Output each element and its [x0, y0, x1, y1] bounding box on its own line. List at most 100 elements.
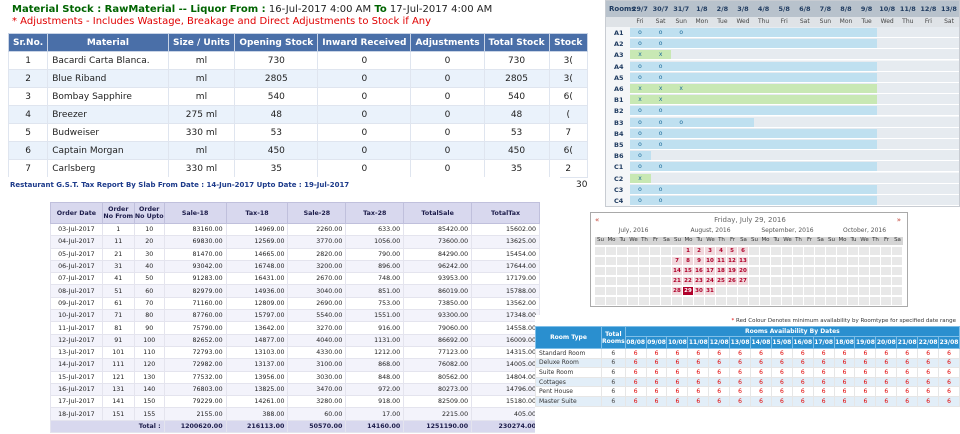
- room-status-cell[interactable]: o: [638, 107, 642, 115]
- room-status-cell[interactable]: o: [638, 40, 642, 48]
- calendar-day[interactable]: [749, 277, 759, 285]
- calendar-day[interactable]: [782, 287, 792, 295]
- room-status-cell[interactable]: o: [679, 29, 684, 36]
- calendar-day[interactable]: [661, 277, 671, 285]
- calendar-day[interactable]: [848, 247, 858, 255]
- calendar-day[interactable]: [606, 297, 616, 305]
- calendar-day[interactable]: [881, 277, 891, 285]
- available-day[interactable]: 19: [727, 267, 737, 275]
- available-day[interactable]: 22: [683, 277, 693, 285]
- room-status-cell[interactable]: o: [658, 197, 663, 204]
- available-day[interactable]: 11: [716, 257, 726, 265]
- calendar-day[interactable]: [771, 287, 781, 295]
- calendar-day[interactable]: [892, 277, 902, 285]
- room-status-cell[interactable]: o: [638, 152, 642, 160]
- calendar-day[interactable]: [859, 247, 869, 255]
- calendar-day[interactable]: [595, 287, 605, 295]
- calendar-day[interactable]: [859, 257, 869, 265]
- calendar-day[interactable]: [837, 257, 847, 265]
- calendar-day[interactable]: [782, 247, 792, 255]
- room-status-cell[interactable]: x: [658, 85, 663, 92]
- calendar-day[interactable]: [837, 287, 847, 295]
- room-status-cell[interactable]: o: [638, 197, 642, 204]
- calendar-day[interactable]: [617, 257, 627, 265]
- calendar-day[interactable]: [771, 277, 781, 285]
- calendar-day[interactable]: [738, 287, 748, 295]
- room-status-cell[interactable]: x: [679, 85, 683, 92]
- available-day[interactable]: 2: [694, 247, 704, 255]
- calendar-day[interactable]: [628, 287, 638, 295]
- calendar-day[interactable]: [793, 277, 803, 285]
- calendar-day[interactable]: [859, 277, 869, 285]
- calendar-day[interactable]: [804, 297, 814, 305]
- available-day[interactable]: 28: [672, 287, 682, 295]
- calendar-day[interactable]: [848, 297, 858, 305]
- calendar-day[interactable]: [804, 247, 814, 255]
- calendar-day[interactable]: [815, 277, 825, 285]
- room-status-cell[interactable]: o: [658, 118, 663, 126]
- calendar-day[interactable]: [617, 247, 627, 255]
- room-status-cell[interactable]: x: [658, 96, 663, 104]
- calendar-day[interactable]: [804, 257, 814, 265]
- calendar-day[interactable]: [782, 277, 792, 285]
- calendar-day[interactable]: [672, 297, 682, 305]
- calendar-day[interactable]: [628, 247, 638, 255]
- available-day[interactable]: 7: [672, 257, 682, 265]
- calendar-day[interactable]: [793, 267, 803, 275]
- calendar-day[interactable]: [606, 257, 616, 265]
- available-day[interactable]: 24: [705, 277, 715, 285]
- calendar-day[interactable]: [650, 247, 660, 255]
- available-day[interactable]: 17: [705, 267, 715, 275]
- available-day[interactable]: 30: [694, 287, 704, 295]
- room-status-cell[interactable]: o: [658, 40, 663, 48]
- calendar-day[interactable]: [892, 267, 902, 275]
- room-status-cell[interactable]: x: [658, 51, 663, 59]
- calendar-day[interactable]: [815, 297, 825, 305]
- calendar-day[interactable]: [595, 267, 605, 275]
- calendar-day[interactable]: [881, 247, 891, 255]
- calendar-day[interactable]: [595, 297, 605, 305]
- calendar-day[interactable]: [870, 297, 880, 305]
- calendar-day[interactable]: [727, 287, 737, 295]
- calendar-day[interactable]: [650, 297, 660, 305]
- room-status-cell[interactable]: o: [638, 163, 642, 171]
- calendar-day[interactable]: [815, 247, 825, 255]
- available-day[interactable]: 1: [683, 247, 693, 255]
- calendar-day[interactable]: [826, 277, 836, 285]
- calendar-day[interactable]: [650, 277, 660, 285]
- calendar-day[interactable]: [661, 257, 671, 265]
- calendar-day[interactable]: [771, 257, 781, 265]
- calendar-day[interactable]: [815, 267, 825, 275]
- available-day[interactable]: 18: [716, 267, 726, 275]
- calendar-day[interactable]: [826, 267, 836, 275]
- calendar-day[interactable]: [859, 267, 869, 275]
- calendar-day[interactable]: [749, 297, 759, 305]
- available-day[interactable]: 16: [694, 267, 704, 275]
- room-status-cell[interactable]: o: [658, 107, 663, 115]
- calendar-day[interactable]: [639, 267, 649, 275]
- calendar-day[interactable]: [837, 277, 847, 285]
- room-status-cell[interactable]: o: [638, 129, 642, 137]
- calendar-day[interactable]: [804, 287, 814, 295]
- calendar-day[interactable]: [606, 247, 616, 255]
- room-status-cell[interactable]: o: [658, 29, 663, 36]
- room-status-cell[interactable]: o: [638, 73, 642, 81]
- calendar-day[interactable]: [639, 287, 649, 295]
- calendar-day[interactable]: [870, 277, 880, 285]
- available-day[interactable]: 6: [738, 247, 748, 255]
- calendar-day[interactable]: [661, 297, 671, 305]
- selected-day[interactable]: 29: [683, 287, 693, 295]
- calendar-day[interactable]: [595, 277, 605, 285]
- room-status-cell[interactable]: o: [638, 141, 642, 148]
- available-day[interactable]: 20: [738, 267, 748, 275]
- available-day[interactable]: 5: [727, 247, 737, 255]
- available-day[interactable]: 27: [738, 277, 748, 285]
- calendar-day[interactable]: [771, 267, 781, 275]
- calendar-day[interactable]: [815, 257, 825, 265]
- calendar-day[interactable]: [760, 287, 770, 295]
- calendar-day[interactable]: [870, 267, 880, 275]
- calendar-day[interactable]: [782, 267, 792, 275]
- calendar-day[interactable]: [848, 287, 858, 295]
- calendar-day[interactable]: [881, 287, 891, 295]
- available-day[interactable]: 25: [716, 277, 726, 285]
